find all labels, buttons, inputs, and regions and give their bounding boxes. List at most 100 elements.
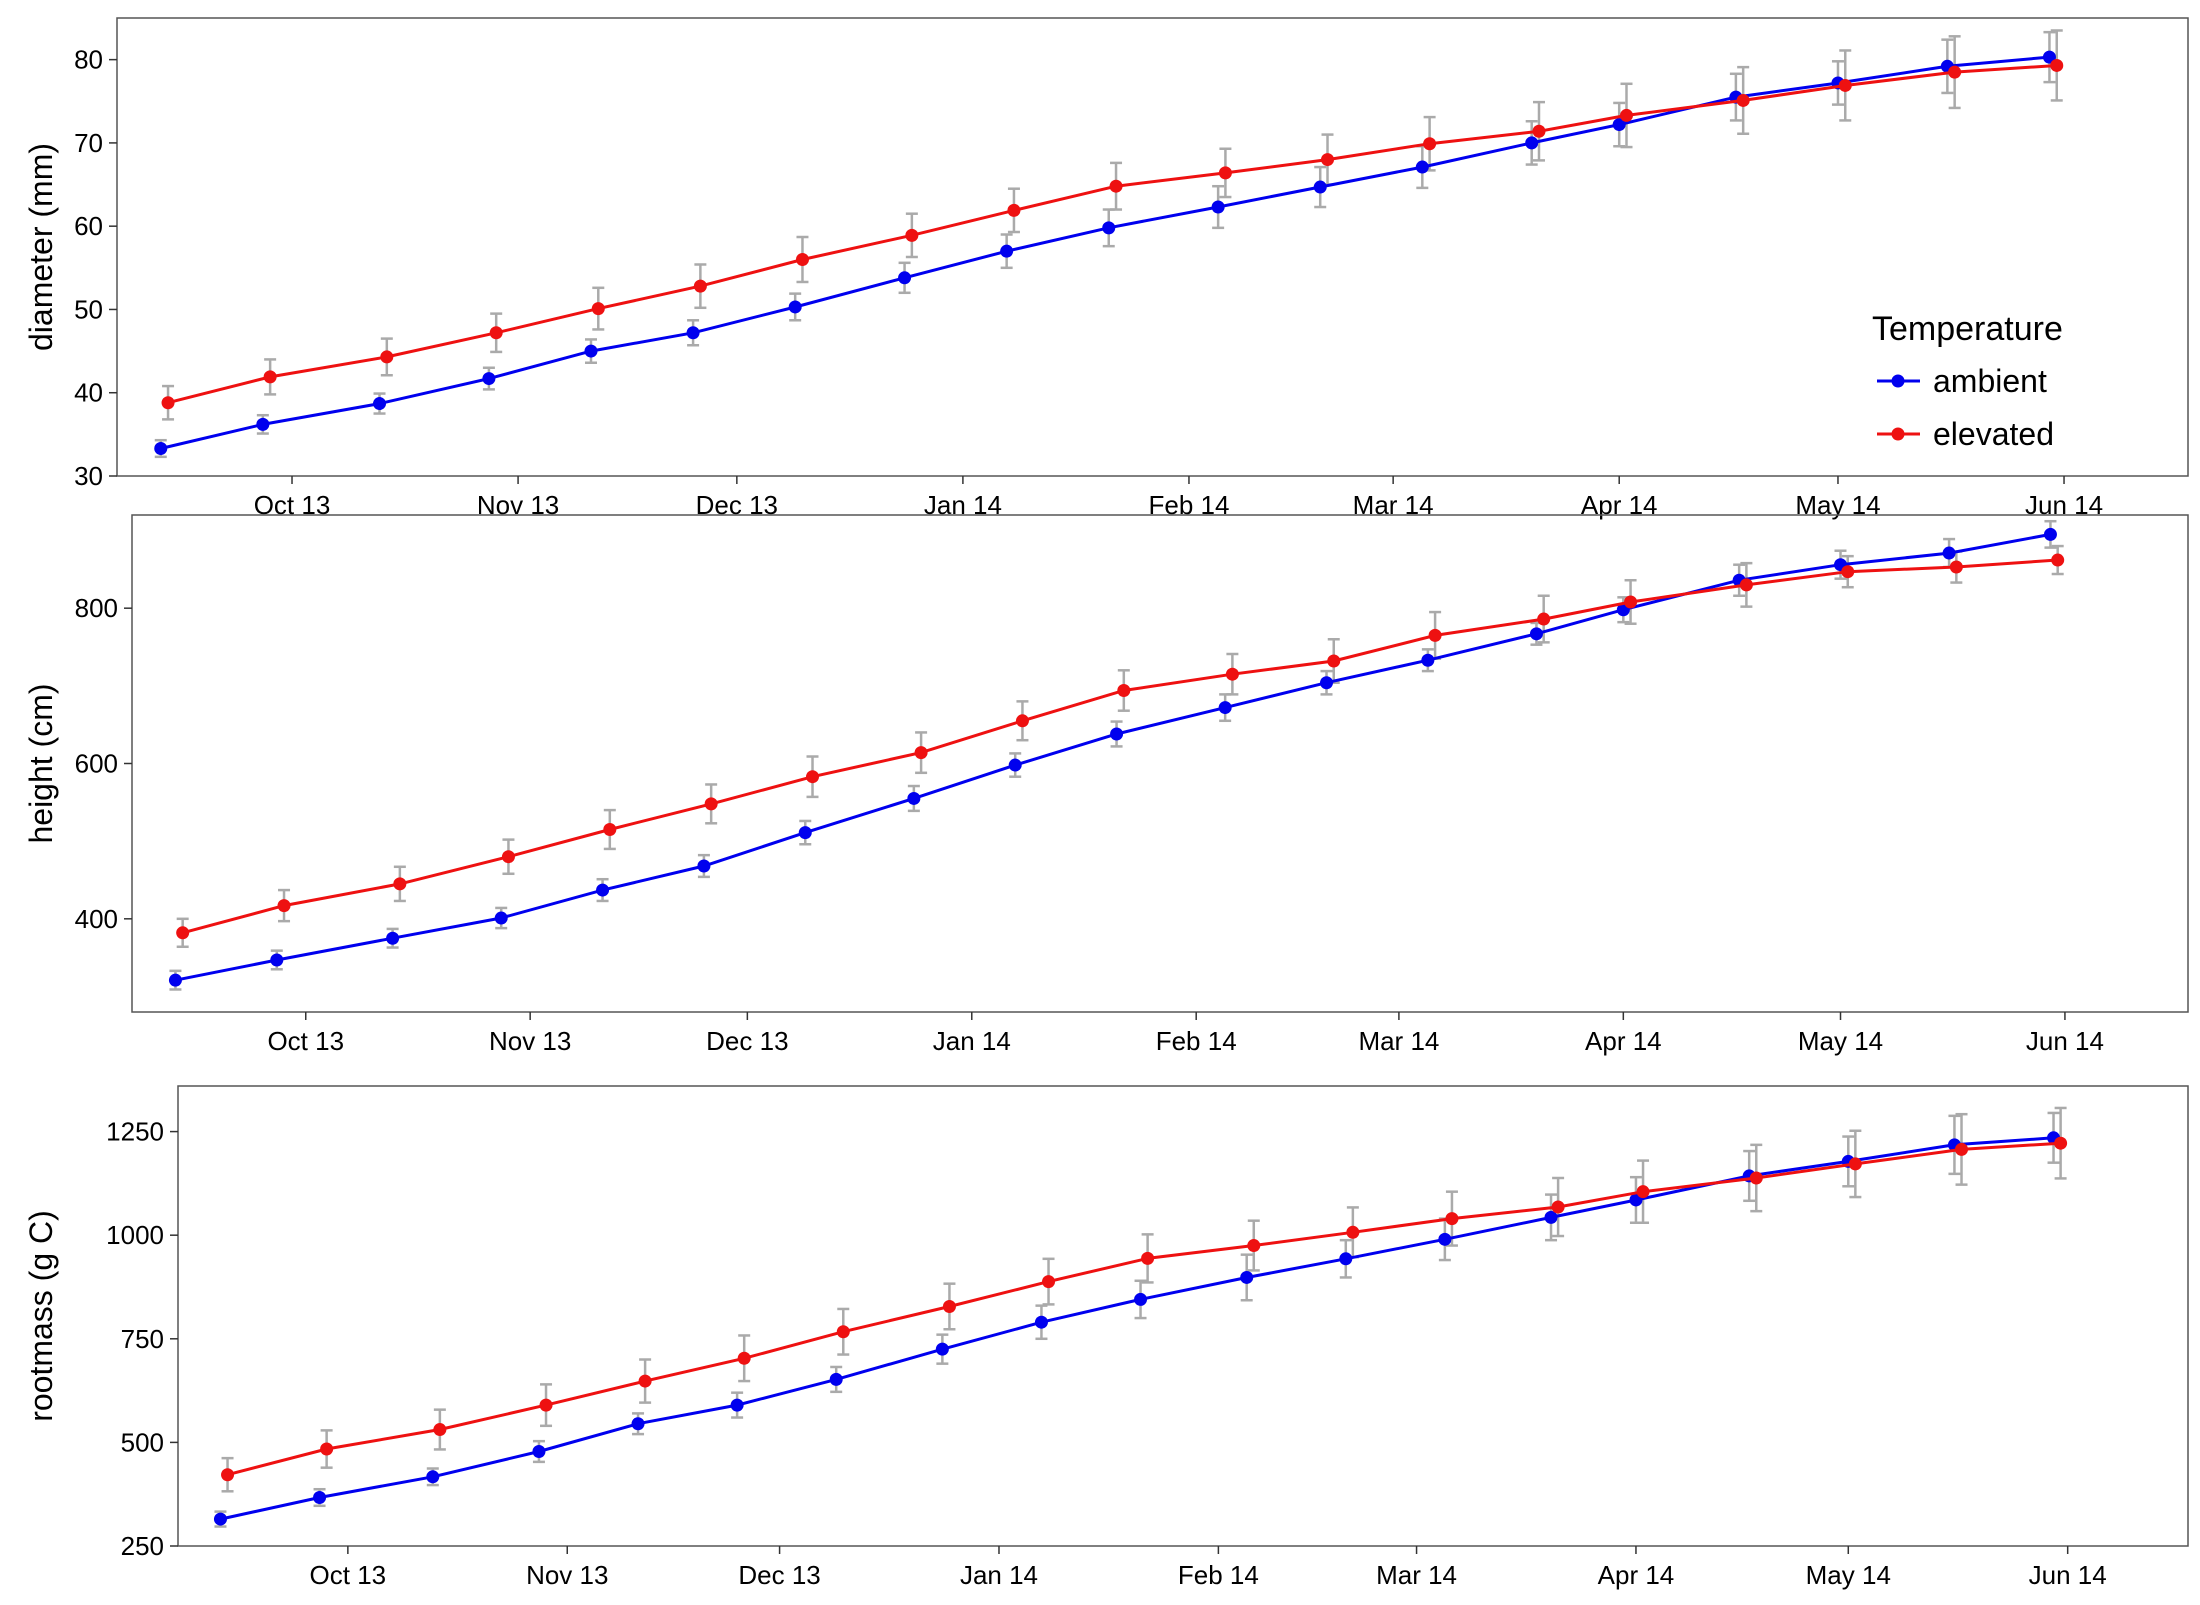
x-tick-label: Dec 13 [706,1026,788,1056]
x-tick-label: Feb 14 [1156,1026,1237,1056]
data-point-elevated [1848,1157,1862,1171]
data-point-elevated [2050,58,2064,72]
data-point-ambient [168,973,182,987]
data-point-elevated [1739,578,1753,592]
data-point-elevated [539,1398,553,1412]
data-point-elevated [1749,1171,1763,1185]
data-point-elevated [806,770,820,784]
data-point-ambient [798,826,812,840]
data-point-elevated [393,877,407,891]
x-tick-label: Jan 14 [960,1560,1038,1590]
data-point-elevated [1015,714,1029,728]
x-tick-label: Nov 13 [526,1560,608,1590]
data-point-elevated [1619,108,1633,122]
data-point-elevated [603,823,617,837]
data-point-ambient [1320,676,1334,690]
data-point-elevated [638,1374,652,1388]
y-tick-label: 60 [74,211,103,241]
data-point-ambient [313,1491,327,1505]
data-point-ambient [1942,546,1956,560]
data-point-ambient [1313,180,1327,194]
data-point-ambient [596,883,610,897]
data-point-ambient [373,397,387,411]
x-tick-label: Mar 14 [1376,1560,1457,1590]
panel-3: 250 500 750 1000 1250 Oct 13 Nov 13 Dec 13 Jan 1… [23,1085,2189,1590]
data-point-elevated [1042,1275,1056,1289]
x-tick-label: Feb 14 [1178,1560,1259,1590]
data-point-elevated [1321,153,1335,167]
data-point-ambient [730,1398,744,1412]
data-point-elevated [737,1351,751,1365]
data-point-ambient [935,1342,949,1356]
data-point-ambient [1218,701,1232,715]
data-point-elevated [1247,1239,1261,1253]
data-point-elevated [161,396,175,410]
y-tick-label: 1000 [106,1220,164,1250]
data-point-elevated [433,1423,447,1437]
data-point-elevated [2051,553,2065,567]
data-point-elevated [1225,667,1239,681]
data-point-elevated [1636,1185,1650,1199]
series-line-elevated [227,1141,2061,1477]
data-point-ambient [426,1470,440,1484]
x-tick-label: Jan 14 [933,1026,1011,1056]
data-point-elevated [1117,684,1131,698]
data-point-ambient [1612,118,1626,132]
data-point-ambient [1102,221,1116,235]
data-point-elevated [1838,78,1852,92]
data-point-elevated [836,1325,850,1339]
data-point-elevated [693,279,707,293]
data-point-ambient [631,1417,645,1431]
data-point-elevated [942,1299,956,1313]
data-point-elevated [277,899,291,913]
x-tick-label: Mar 14 [1358,1026,1439,1056]
data-point-elevated [591,302,605,316]
data-point-elevated [176,926,190,940]
data-point-elevated [1955,1142,1969,1156]
series-line-ambient [220,1136,2054,1521]
x-tick-label: Apr 14 [1598,1560,1675,1590]
data-point-elevated [1736,93,1750,107]
data-point-ambient [829,1372,843,1386]
data-point-ambient [213,1512,227,1526]
data-point-elevated [1537,612,1551,626]
y-tick-label: 800 [75,593,118,623]
data-point-ambient [482,372,496,386]
panel-border [177,1085,2189,1547]
data-point-elevated [795,252,809,266]
data-point-ambient [1438,1232,1452,1246]
data-point-ambient [1034,1315,1048,1329]
legend-label-ambient: ambient [1933,363,2047,399]
data-point-elevated [1532,124,1546,138]
y-tick-label: 750 [121,1324,164,1354]
data-point-ambient [154,442,168,456]
data-point-ambient [697,859,711,873]
data-point-ambient [1415,160,1429,174]
legend-swatch-point [1891,427,1905,441]
y-tick-label: 250 [121,1531,164,1561]
data-point-elevated [380,350,394,364]
y-tick-label: 50 [74,294,103,324]
data-point-elevated [1218,166,1232,180]
series-line-elevated [167,64,2057,405]
legend-title: Temperature [1872,310,2063,348]
data-point-elevated [1007,203,1021,217]
data-point-ambient [898,271,912,285]
data-point-ambient [532,1445,546,1459]
data-point-ambient [270,953,284,967]
data-point-elevated [320,1442,334,1456]
series-line-ambient [160,55,2050,450]
data-point-elevated [1624,595,1638,609]
data-point-ambient [1211,200,1225,214]
data-point-elevated [1948,65,1962,79]
data-point-ambient [1008,758,1022,772]
data-point-elevated [1841,565,1855,579]
x-tick-label: Nov 13 [489,1026,571,1056]
x-tick-label: Oct 13 [310,1560,387,1590]
y-tick-label: 400 [75,904,118,934]
data-point-elevated [704,797,718,811]
data-point-ambient [1421,653,1435,667]
x-tick-label: Apr 14 [1585,1026,1662,1056]
